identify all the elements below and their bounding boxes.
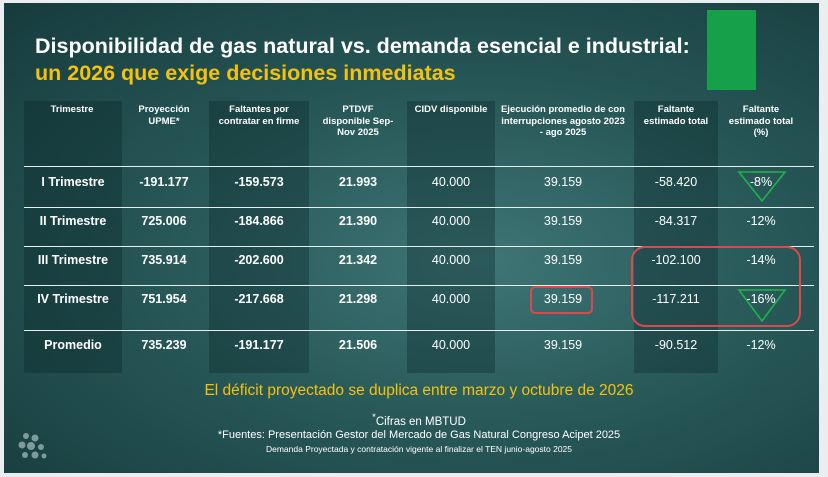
row-divider — [24, 207, 814, 208]
cell-trimestre: III Trimestre — [37, 253, 109, 267]
units-note-text: Cifras en MBTUD — [375, 415, 466, 428]
cell-faltante-total: -117.211 — [652, 292, 700, 306]
highlight-box-faltantes — [631, 246, 801, 327]
demand-note: Demanda Proyectada y contratación vigent… — [265, 444, 573, 454]
cell-faltantes: -191.177 — [234, 338, 284, 352]
cell-proyeccion: 735.914 — [141, 253, 187, 267]
cell-cidv: 40.000 — [431, 338, 471, 352]
slide-title: Disponibilidad de gas natural vs. demand… — [35, 33, 695, 87]
cell-faltante-pct: -16% — [746, 292, 776, 306]
cell-faltante-pct: -12% — [746, 214, 776, 228]
cell-proyeccion: 735.239 — [141, 338, 187, 352]
header-faltante-pct: Faltante estimado total (%) — [728, 104, 794, 138]
cell-ejecucion: 39.159 — [543, 338, 583, 352]
deficit-message: El déficit proyectado se duplica entre m… — [204, 382, 634, 399]
cell-cidv: 40.000 — [431, 175, 471, 189]
cell-ejecucion: 39.159 — [543, 253, 583, 267]
cell-faltante-pct: -14% — [746, 253, 776, 267]
cell-faltante-pct: -8% — [749, 175, 773, 189]
dots-logo-icon — [18, 433, 47, 459]
cell-cidv: 40.000 — [431, 214, 471, 228]
cell-proyeccion: 725.006 — [141, 214, 187, 228]
sources-note: *Fuentes: Presentación Gestor del Mercad… — [217, 429, 621, 441]
down-triangle-icon — [737, 289, 787, 323]
highlight-box-ejecucion — [530, 286, 593, 314]
cell-ptdvf: 21.342 — [338, 253, 378, 267]
cell-faltante-pct: -12% — [746, 338, 776, 352]
header-trimestre: Trimestre — [50, 104, 94, 115]
cell-trimestre: IV Trimestre — [37, 292, 109, 306]
cell-ejecucion: 39.159 — [543, 292, 583, 306]
row-divider — [24, 285, 814, 286]
cell-trimestre: Promedio — [44, 338, 102, 352]
cell-faltante-total: -102.100 — [651, 253, 701, 267]
cell-faltantes: -202.600 — [234, 253, 284, 267]
cell-cidv: 40.000 — [431, 253, 471, 267]
column-shade-faltante-total — [634, 101, 718, 373]
cell-proyeccion: 751.954 — [141, 292, 187, 306]
header-proyeccion: Proyección UPME* — [138, 104, 190, 127]
title-main: Disponibilidad de gas natural vs. demand… — [35, 34, 690, 58]
header-ptdvf: PTDVF disponible Sep- Nov 2025 — [322, 104, 394, 138]
cell-ejecucion: 39.159 — [543, 175, 583, 189]
cell-faltante-total: -84.317 — [654, 214, 698, 228]
cell-cidv: 40.000 — [431, 292, 471, 306]
cell-ptdvf: 21.390 — [338, 214, 378, 228]
cell-ejecucion: 39.159 — [543, 214, 583, 228]
slide: Disponibilidad de gas natural vs. demand… — [4, 3, 819, 473]
cell-faltante-total: -58.420 — [654, 175, 698, 189]
header-cidv: CIDV disponible — [414, 104, 488, 115]
cell-faltante-total: -90.512 — [654, 338, 698, 352]
column-shade-cidv — [407, 101, 495, 373]
units-note-mark: * — [372, 412, 376, 423]
cell-ptdvf: 21.993 — [338, 175, 378, 189]
down-triangle-icon — [737, 171, 787, 203]
column-shade-trimestre — [24, 101, 122, 373]
header-faltantes: Faltantes por contratar en firme — [218, 104, 300, 127]
cell-faltantes: -184.866 — [234, 214, 284, 228]
units-note: *Cifras en MBTUD — [24, 412, 814, 428]
green-accent-block — [707, 10, 756, 90]
header-faltante-total: Faltante estimado total — [643, 104, 709, 127]
row-divider — [24, 166, 814, 167]
cell-trimestre: I Trimestre — [41, 175, 105, 189]
cell-ptdvf: 21.298 — [338, 292, 378, 306]
column-shade-faltantes — [209, 101, 309, 373]
row-divider — [24, 246, 814, 247]
cell-ptdvf: 21.506 — [338, 338, 378, 352]
cell-faltantes: -217.668 — [234, 292, 284, 306]
cell-trimestre: II Trimestre — [39, 214, 107, 228]
cell-faltantes: -159.573 — [234, 175, 284, 189]
cell-proyeccion: -191.177 — [139, 175, 189, 189]
header-ejecucion: Ejecución promedio de con interrupciones… — [500, 104, 626, 138]
title-highlight: un 2026 que exige decisiones inmediatas — [35, 61, 456, 85]
row-divider — [24, 330, 814, 331]
